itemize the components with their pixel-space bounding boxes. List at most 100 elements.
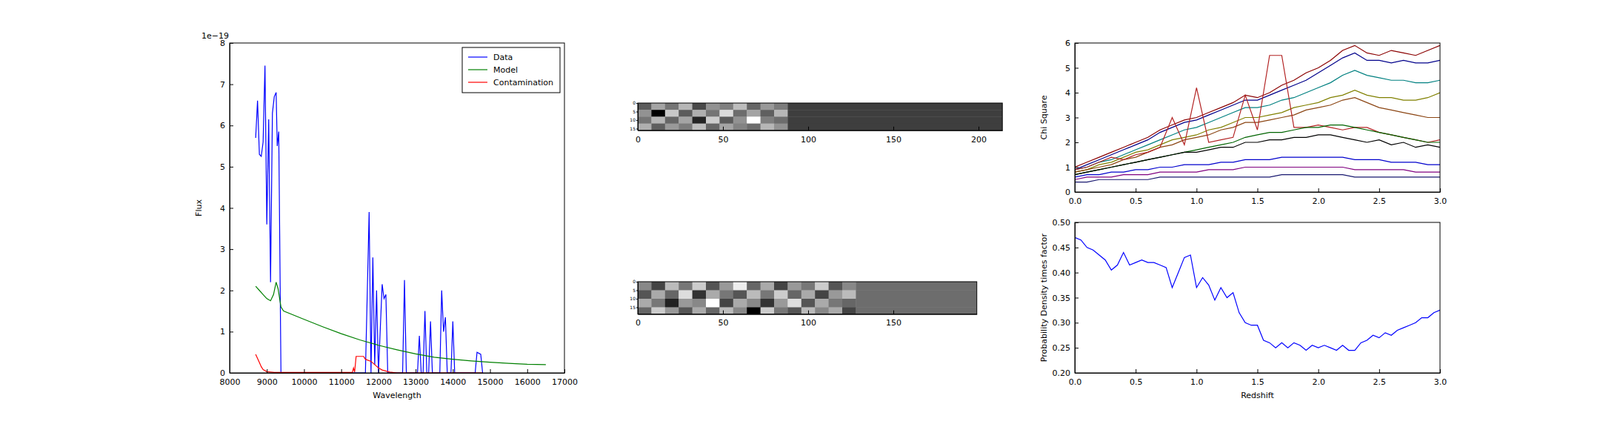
tick-label: 0.30 <box>1052 317 1072 328</box>
image-cell <box>760 102 775 111</box>
tick-label: 10 <box>629 117 636 123</box>
plot-frame <box>1074 222 1440 373</box>
tick-mark <box>1135 188 1137 192</box>
y-axis: 0123456 <box>1065 38 1079 198</box>
tick: 4 <box>220 203 234 214</box>
tick-mark <box>636 102 638 104</box>
tick-mark <box>636 281 638 283</box>
image-cell <box>801 281 816 291</box>
tick: 2.5 <box>1373 188 1387 206</box>
image-cell <box>787 123 1003 131</box>
image-cell <box>665 307 680 315</box>
image-cell <box>705 123 720 131</box>
y-axis-title: Flux <box>194 199 204 217</box>
tick-mark <box>1135 368 1137 373</box>
tick-label: 0.5 <box>1129 196 1143 206</box>
series-line <box>255 282 546 365</box>
image-cell <box>774 102 789 111</box>
series-line <box>1074 237 1440 350</box>
image-cell <box>801 290 816 300</box>
tick-label: 0.40 <box>1052 268 1072 278</box>
tick: 10000 <box>291 368 318 387</box>
tick: 150 <box>885 126 902 145</box>
x-axis-title: Wavelength <box>372 390 421 400</box>
tick-mark <box>229 331 234 332</box>
axis-line <box>1075 191 1441 193</box>
image-cell <box>719 116 734 124</box>
tick-mark <box>341 368 343 373</box>
tick-label: 50 <box>718 318 729 329</box>
plot-background <box>229 42 565 373</box>
tick: 0.25 <box>1052 342 1080 353</box>
tick: 5 <box>1065 63 1079 74</box>
tick-mark <box>893 126 895 131</box>
tick-mark <box>1257 188 1259 192</box>
tick-label: 1.5 <box>1251 377 1265 387</box>
image-cell <box>746 116 761 124</box>
tick-label: 5 <box>632 287 636 293</box>
image-cell <box>855 281 977 291</box>
tick-mark <box>1074 42 1079 44</box>
tick-mark <box>1379 188 1380 192</box>
tick-label: 10 <box>629 295 636 301</box>
tick-mark <box>1440 368 1441 373</box>
tick-mark <box>1074 322 1079 323</box>
image-cell <box>760 109 775 118</box>
tick-label: 4 <box>220 203 226 214</box>
tick-label: 7 <box>220 80 226 90</box>
tick-mark <box>1074 92 1079 94</box>
tick-label: 1.5 <box>1251 196 1265 206</box>
tick: 50 <box>718 310 729 329</box>
tick: 15000 <box>477 368 504 387</box>
tick-label: 6 <box>220 120 226 131</box>
tick-mark <box>415 368 417 373</box>
image-cell <box>705 290 720 300</box>
x-axis: 050100150 <box>635 310 978 329</box>
image-cell <box>719 281 734 291</box>
tick: 3.0 <box>1434 368 1448 387</box>
x-axis: 8000900010000110001200013000140001500016… <box>220 368 579 387</box>
image-cell <box>855 298 977 308</box>
image-cell <box>678 102 693 111</box>
tick-mark <box>229 84 234 86</box>
tick-label: 0 <box>635 134 641 145</box>
x-axis: 0.00.51.01.52.02.53.0 <box>1068 368 1448 387</box>
tick-mark <box>1074 272 1079 274</box>
image-cell <box>787 109 1003 118</box>
image-cell <box>774 290 789 300</box>
image-cell <box>637 298 652 308</box>
tick: 15 <box>629 125 638 132</box>
tick: 13000 <box>402 368 429 387</box>
image-cell <box>774 116 789 124</box>
plot-area <box>255 65 546 373</box>
legend-box <box>462 47 560 93</box>
tick: 0.5 <box>1129 368 1143 387</box>
image-cell <box>746 109 761 118</box>
tick-mark <box>636 128 638 130</box>
tick-label: 3.0 <box>1434 377 1448 387</box>
image-cell <box>814 290 829 300</box>
x-axis-title: Redshift <box>1240 390 1275 400</box>
tick-label: 0.20 <box>1052 368 1072 378</box>
tick-mark <box>808 126 809 131</box>
axis-line <box>637 103 639 132</box>
image-cell <box>733 102 748 111</box>
plot-frame <box>1074 42 1440 192</box>
tick: 0.40 <box>1052 268 1080 278</box>
image-cell <box>828 307 843 315</box>
image-cell <box>692 123 707 131</box>
image-cell <box>678 298 693 308</box>
tick-mark <box>452 368 454 373</box>
image-cell <box>705 298 720 308</box>
tick-mark <box>1440 188 1441 192</box>
image-cell <box>678 109 693 118</box>
image-cell <box>733 281 748 291</box>
image-cell <box>692 116 707 124</box>
tick-mark <box>636 120 638 121</box>
tick: 2 <box>220 285 234 296</box>
tick-label: 0.5 <box>1129 377 1143 387</box>
tick: 10 <box>629 117 638 123</box>
image-cell <box>719 298 734 308</box>
y-axis: 051015 <box>629 100 638 132</box>
tick: 17000 <box>551 368 578 387</box>
